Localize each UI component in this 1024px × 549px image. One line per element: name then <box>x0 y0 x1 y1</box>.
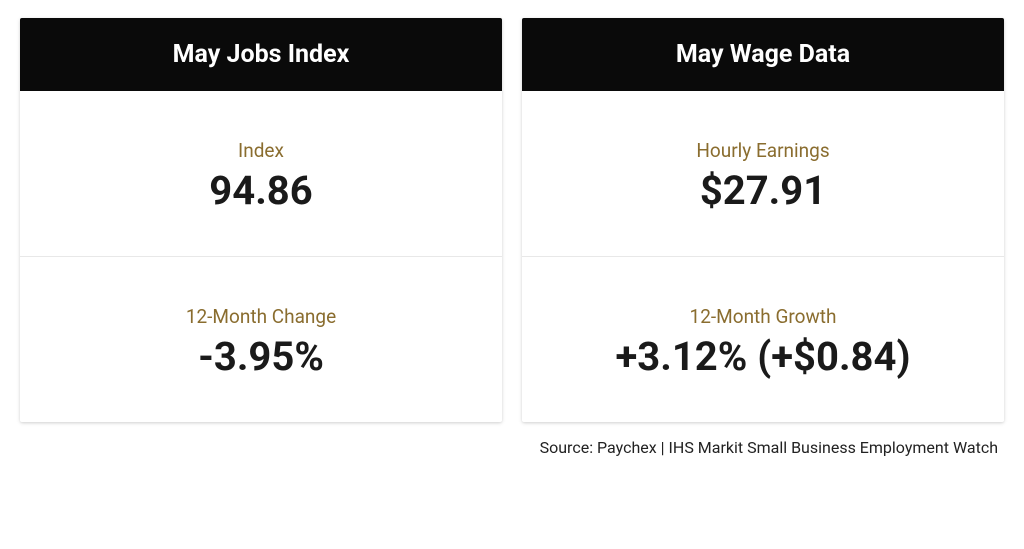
jobs-card-body: Index 94.86 12-Month Change -3.95% <box>20 91 502 422</box>
hourly-earnings-label: Hourly Earnings <box>542 139 984 162</box>
wage-card-title: May Wage Data <box>522 18 1004 91</box>
wage-growth-label: 12-Month Growth <box>542 305 984 328</box>
wage-growth-value: +3.12% (+$0.84) <box>542 334 984 380</box>
source-attribution: Source: Paychex | IHS Markit Small Busin… <box>20 422 1004 457</box>
jobs-index-card: May Jobs Index Index 94.86 12-Month Chan… <box>20 18 502 422</box>
cards-container: May Jobs Index Index 94.86 12-Month Chan… <box>20 18 1004 422</box>
wage-card-body: Hourly Earnings $27.91 12-Month Growth +… <box>522 91 1004 422</box>
jobs-change-metric: 12-Month Change -3.95% <box>20 257 502 422</box>
wage-data-card: May Wage Data Hourly Earnings $27.91 12-… <box>522 18 1004 422</box>
hourly-earnings-metric: Hourly Earnings $27.91 <box>522 91 1004 257</box>
jobs-index-label: Index <box>40 139 482 162</box>
jobs-index-value: 94.86 <box>40 168 482 214</box>
jobs-change-label: 12-Month Change <box>40 305 482 328</box>
jobs-change-value: -3.95% <box>40 334 482 380</box>
jobs-card-title: May Jobs Index <box>20 18 502 91</box>
hourly-earnings-value: $27.91 <box>542 168 984 214</box>
jobs-index-metric: Index 94.86 <box>20 91 502 257</box>
wage-growth-metric: 12-Month Growth +3.12% (+$0.84) <box>522 257 1004 422</box>
